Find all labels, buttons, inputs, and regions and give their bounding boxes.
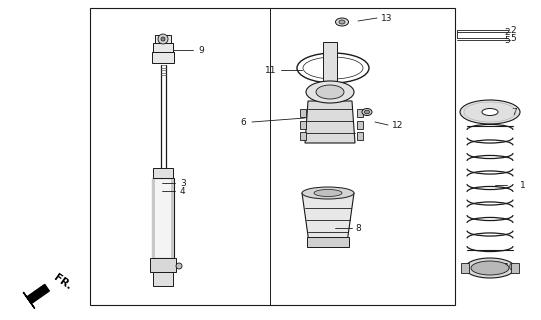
- Bar: [152, 178, 174, 258]
- Text: 7: 7: [511, 108, 517, 116]
- Polygon shape: [23, 292, 35, 308]
- Ellipse shape: [314, 189, 342, 196]
- Bar: [461, 263, 469, 273]
- Text: 3: 3: [180, 179, 186, 188]
- Text: 1: 1: [520, 180, 526, 189]
- Bar: [155, 35, 171, 43]
- Ellipse shape: [362, 108, 372, 116]
- Ellipse shape: [306, 81, 354, 103]
- Circle shape: [161, 37, 165, 41]
- Ellipse shape: [471, 261, 509, 275]
- Circle shape: [176, 263, 182, 269]
- Text: 6: 6: [240, 117, 246, 126]
- Bar: [307, 237, 349, 247]
- Bar: [153, 43, 173, 52]
- Ellipse shape: [335, 18, 348, 26]
- Bar: [357, 121, 363, 129]
- Circle shape: [158, 34, 168, 44]
- Bar: [300, 121, 306, 129]
- Text: 4: 4: [180, 187, 186, 196]
- Ellipse shape: [316, 85, 344, 99]
- Bar: [171, 178, 174, 258]
- Bar: [153, 272, 173, 286]
- Text: 10: 10: [504, 263, 516, 273]
- Bar: [152, 178, 155, 258]
- Bar: [323, 42, 337, 82]
- Text: 11: 11: [265, 66, 276, 75]
- Bar: [357, 109, 363, 117]
- Text: 2: 2: [510, 26, 516, 35]
- Ellipse shape: [460, 100, 520, 124]
- Text: 13: 13: [381, 13, 393, 22]
- Ellipse shape: [482, 108, 498, 116]
- Bar: [300, 132, 306, 140]
- Text: 8: 8: [355, 223, 361, 233]
- Text: 5: 5: [510, 34, 516, 43]
- Bar: [357, 132, 363, 140]
- Text: 12: 12: [392, 121, 404, 130]
- Text: 9: 9: [198, 45, 204, 54]
- Text: 5: 5: [504, 36, 510, 44]
- Bar: [153, 168, 173, 178]
- Bar: [511, 263, 519, 273]
- Bar: [150, 258, 176, 272]
- Ellipse shape: [339, 20, 345, 24]
- Polygon shape: [302, 193, 354, 243]
- Ellipse shape: [302, 187, 354, 199]
- Bar: [90, 8, 455, 305]
- Text: 2: 2: [504, 28, 510, 36]
- Ellipse shape: [365, 110, 370, 114]
- Polygon shape: [27, 284, 49, 304]
- Polygon shape: [305, 101, 355, 143]
- Bar: [152, 52, 174, 63]
- Bar: [300, 109, 306, 117]
- Ellipse shape: [465, 258, 515, 278]
- Text: FR.: FR.: [52, 272, 74, 291]
